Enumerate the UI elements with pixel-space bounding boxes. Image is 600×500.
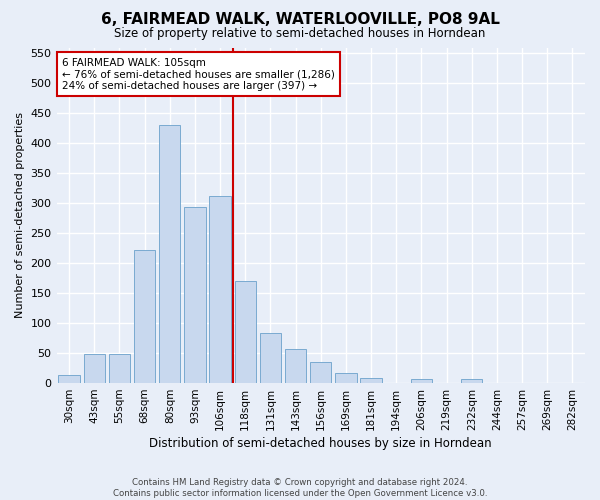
Text: Contains HM Land Registry data © Crown copyright and database right 2024.
Contai: Contains HM Land Registry data © Crown c… (113, 478, 487, 498)
Bar (411, 380, 432, 383)
Bar (461, 380, 482, 383)
Bar (159, 126, 181, 383)
Text: Size of property relative to semi-detached houses in Horndean: Size of property relative to semi-detach… (115, 28, 485, 40)
Text: 6, FAIRMEAD WALK, WATERLOOVILLE, PO8 9AL: 6, FAIRMEAD WALK, WATERLOOVILLE, PO8 9AL (101, 12, 499, 28)
Y-axis label: Number of semi-detached properties: Number of semi-detached properties (15, 112, 25, 318)
Bar (285, 349, 307, 383)
Bar (310, 362, 331, 383)
Bar (335, 373, 356, 383)
Bar (235, 281, 256, 383)
Bar (209, 196, 231, 383)
Bar (361, 378, 382, 383)
Bar (83, 354, 105, 383)
Bar (260, 334, 281, 383)
X-axis label: Distribution of semi-detached houses by size in Horndean: Distribution of semi-detached houses by … (149, 437, 492, 450)
Text: 6 FAIRMEAD WALK: 105sqm
← 76% of semi-detached houses are smaller (1,286)
24% of: 6 FAIRMEAD WALK: 105sqm ← 76% of semi-de… (62, 58, 335, 91)
Bar (184, 208, 206, 383)
Bar (58, 376, 80, 383)
Bar (134, 250, 155, 383)
Bar (109, 354, 130, 383)
